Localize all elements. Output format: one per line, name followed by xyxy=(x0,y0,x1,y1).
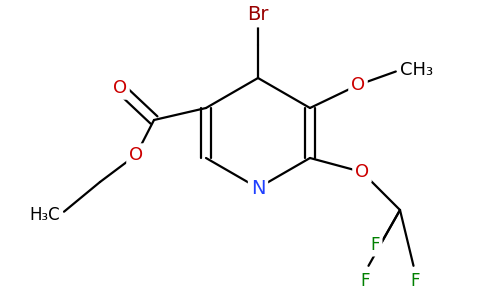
Text: O: O xyxy=(129,146,143,164)
Text: F: F xyxy=(370,236,380,254)
Text: O: O xyxy=(351,76,365,94)
Text: F: F xyxy=(410,272,420,290)
Text: O: O xyxy=(355,163,369,181)
Text: O: O xyxy=(113,79,127,97)
Text: H₃C: H₃C xyxy=(30,206,60,224)
Text: CH₃: CH₃ xyxy=(400,61,433,79)
Text: Br: Br xyxy=(247,5,269,25)
Text: N: N xyxy=(251,178,265,197)
Text: F: F xyxy=(360,272,370,290)
